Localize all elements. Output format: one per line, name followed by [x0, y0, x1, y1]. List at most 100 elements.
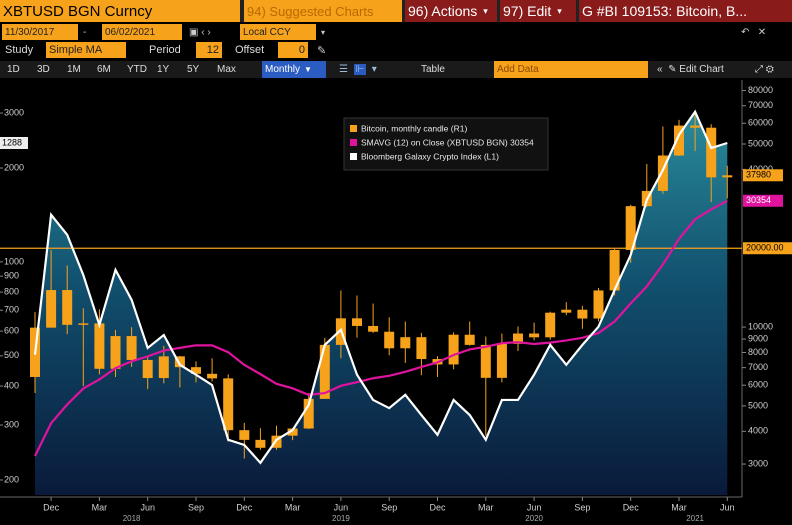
- edit-label: 97) Edit: [503, 3, 552, 19]
- edit-chart-button[interactable]: « ✎ Edit Chart: [657, 64, 724, 75]
- candle-body: [255, 439, 266, 448]
- add-data-field[interactable]: Add Data: [494, 61, 648, 78]
- range-button[interactable]: 5Y: [187, 64, 200, 75]
- candle-body: [690, 125, 701, 128]
- left-value-label: 1288: [2, 137, 22, 147]
- y-tick-label: 300: [4, 419, 19, 429]
- end-label: 06/02/2021: [105, 26, 156, 38]
- x-tick-label: Mar: [285, 502, 301, 512]
- x-tick-label: Mar: [92, 502, 108, 512]
- y2-tick-label: 4000: [748, 426, 768, 436]
- candle-body: [158, 356, 169, 379]
- candle-body: [174, 356, 185, 368]
- candle-body: [78, 323, 89, 325]
- y2-tick-label: 8000: [748, 347, 768, 357]
- candle-body: [126, 336, 137, 360]
- currency-arrow: ▾: [321, 27, 326, 37]
- study-field[interactable]: Simple MA: [46, 42, 126, 58]
- candle-body: [464, 334, 475, 345]
- x-tick-label: Sep: [188, 502, 204, 512]
- left-value-box: [0, 137, 28, 149]
- period-field[interactable]: 12: [196, 42, 222, 58]
- frequency-field[interactable]: Monthly ▼: [262, 61, 326, 78]
- table-label: Table: [421, 64, 445, 75]
- candle-body: [191, 367, 201, 374]
- candle-body: [368, 325, 379, 332]
- last-value-box: [743, 169, 783, 182]
- legend-swatch: [350, 139, 357, 146]
- suggested-charts[interactable]: 94) Suggested Charts: [244, 0, 402, 22]
- y2-tick-label: 60000: [748, 118, 773, 128]
- candle-body: [448, 334, 459, 365]
- candle-body: [625, 206, 636, 250]
- y2-tick-label: 6000: [748, 380, 768, 390]
- end-date[interactable]: 06/02/2021: [102, 24, 182, 40]
- actions-menu[interactable]: 96) Actions ▾: [405, 0, 497, 22]
- legend-box: [343, 117, 549, 171]
- period-label: Period: [146, 42, 194, 58]
- study-bar: Study Simple MA Period 12 Offset 0 ✎: [0, 42, 792, 58]
- range-button[interactable]: YTD: [127, 64, 147, 75]
- offset-value: 0: [298, 44, 305, 56]
- range-button[interactable]: Max: [217, 64, 236, 75]
- candle-body: [94, 323, 105, 369]
- range-button[interactable]: 1Y: [157, 64, 170, 75]
- candle-body: [545, 312, 556, 338]
- candle-body: [142, 359, 153, 379]
- legend: Bitcoin, monthly candle (R1) SMAVG (12) o…: [343, 117, 549, 171]
- offset-field[interactable]: 0: [278, 42, 308, 58]
- candle-body: [722, 175, 733, 178]
- y2-tick-label: 7000: [748, 362, 768, 372]
- add-data-label: Add Data: [497, 64, 539, 75]
- reference-label-box: [743, 242, 792, 255]
- start-label: 11/30/2017: [5, 26, 55, 38]
- candle-body: [207, 373, 218, 379]
- candle-body: [529, 333, 540, 338]
- actions-label: 96) Actions: [408, 3, 478, 19]
- range-button[interactable]: 6M: [97, 64, 111, 75]
- candle-body: [480, 344, 491, 378]
- x-tick-label: Dec: [429, 502, 446, 512]
- study-text: Study: [5, 44, 34, 56]
- candle-body: [287, 428, 298, 436]
- index-area: [35, 111, 728, 495]
- y-tick-label: 3000: [4, 107, 24, 117]
- year-label: 2018: [123, 514, 141, 523]
- y2-tick-label: 40000: [748, 164, 773, 174]
- edit-menu[interactable]: 97) Edit ▾: [500, 0, 576, 22]
- frequency-label: Monthly: [265, 64, 301, 75]
- candle-body: [561, 309, 572, 313]
- currency-field[interactable]: Local CCY: [240, 24, 316, 40]
- range-button[interactable]: 1M: [67, 64, 81, 75]
- candle-body: [706, 127, 717, 178]
- start-date[interactable]: 11/30/2017: [2, 24, 78, 40]
- year-label: 2019: [332, 514, 350, 523]
- y-tick-label: 200: [4, 474, 19, 484]
- pencil-icon[interactable]: ✎: [317, 44, 327, 57]
- offset-label: Offset: [232, 42, 276, 58]
- date-arrows[interactable]: ▣ ‹ ›: [189, 26, 211, 38]
- y-tick-label: 400: [4, 380, 19, 390]
- table-button[interactable]: Table: [418, 61, 458, 78]
- candle-body: [46, 290, 57, 328]
- y2-tick-label: 3000: [748, 458, 768, 468]
- x-tick-label: Jun: [720, 502, 735, 512]
- title-bar: XBTUSD BGN Curncy 94) Suggested Charts 9…: [0, 0, 792, 22]
- y-tick-label: 500: [4, 350, 19, 360]
- chart-tools[interactable]: ☰ ⊩ ▾: [339, 64, 377, 75]
- range-button[interactable]: 3D: [37, 64, 50, 75]
- date-sep: -: [83, 26, 87, 38]
- candle-body: [609, 249, 620, 291]
- window-icons[interactable]: ⤢ ⚙: [755, 64, 774, 75]
- legend-swatch: [350, 125, 357, 132]
- undo-redo[interactable]: ↶ ✕: [741, 26, 767, 38]
- range-button[interactable]: 1D: [7, 64, 20, 75]
- candle-body: [110, 336, 121, 369]
- suggested-label: 94) Suggested Charts: [247, 3, 374, 19]
- chart-title: G #BI 109153: Bitcoin, B...: [582, 3, 747, 19]
- legend-label: Bitcoin, monthly candle (R1): [361, 123, 467, 133]
- security-field[interactable]: XBTUSD BGN Curncy: [0, 0, 240, 22]
- candle-body: [674, 125, 684, 156]
- candle-body: [303, 398, 314, 429]
- candle-body: [62, 290, 73, 325]
